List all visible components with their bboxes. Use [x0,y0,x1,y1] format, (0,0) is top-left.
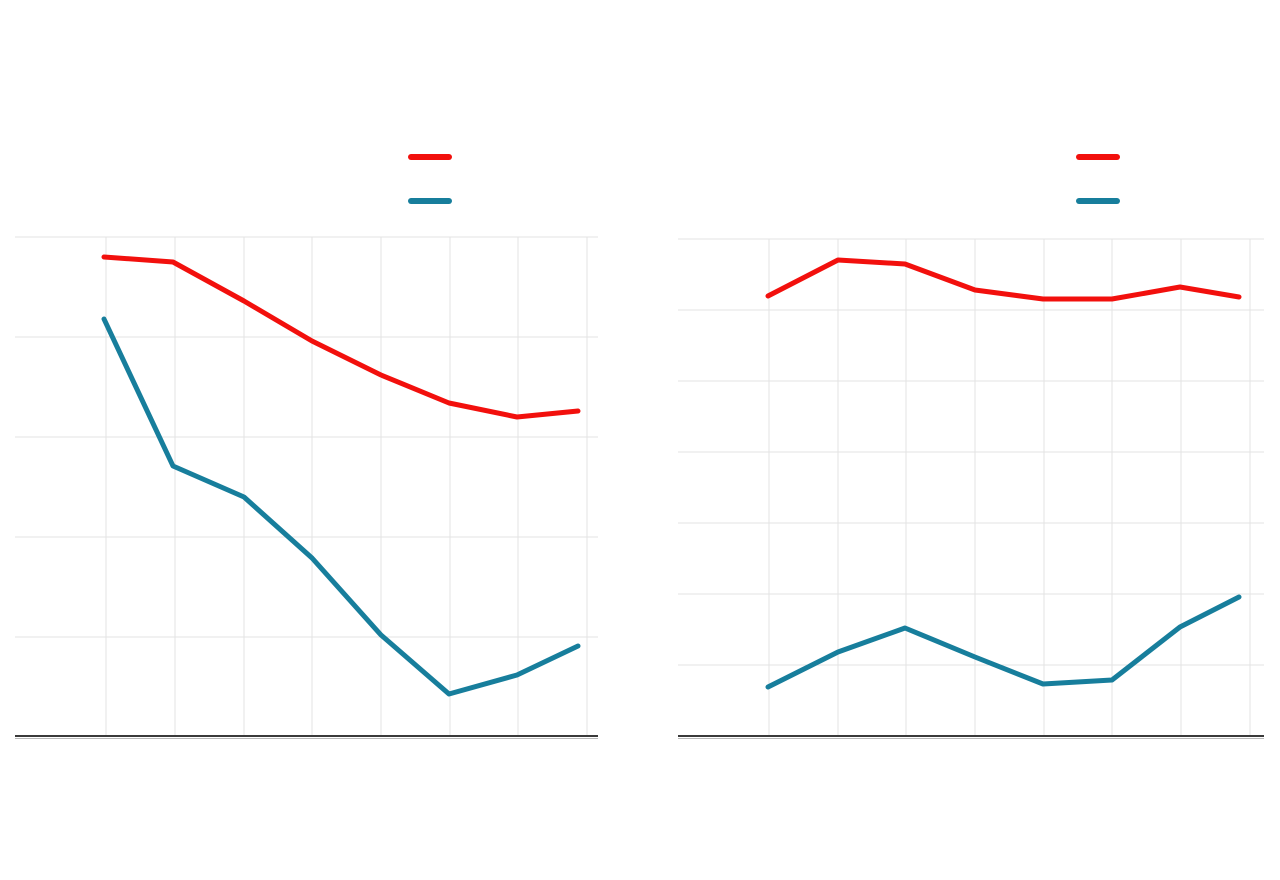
left-chart [15,154,598,739]
series-teal-line [101,316,581,697]
series-red-line [101,254,581,420]
legend-swatch-red [408,154,452,160]
series-red-line [765,257,1242,302]
legend-swatch-teal [1076,198,1120,204]
legend-swatch-red [1076,154,1120,160]
right-chart [678,154,1264,739]
legend-swatch-teal [408,198,452,204]
series-teal-line [765,594,1242,690]
